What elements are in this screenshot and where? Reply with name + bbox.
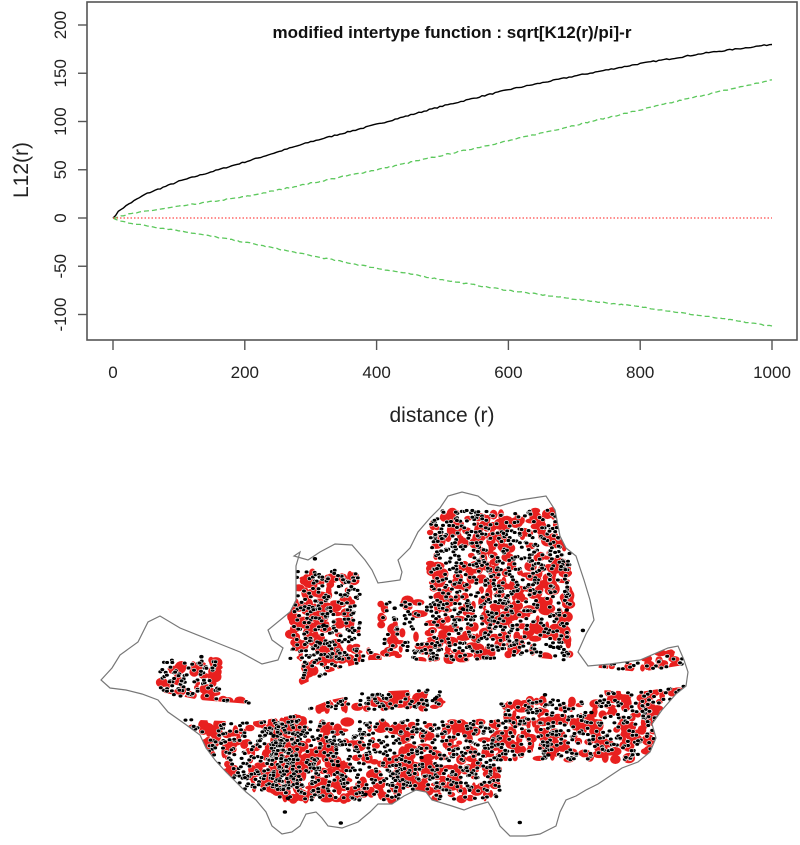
series-layer [112,43,773,327]
type2-patches [155,507,684,805]
plot-frame [86,1,798,341]
x-tick-label: 600 [494,363,522,382]
series-upper-envelope [112,79,773,219]
y-tick-label: 150 [51,59,70,87]
y-axis: -100 -50 0 50 100 150 200 [51,11,87,332]
y-axis-title: L12(r) [10,142,33,198]
map-content [150,507,688,825]
type1-points [157,508,687,825]
city-boundary-outline [100,491,689,837]
y-tick-label: 100 [51,107,70,135]
y-tick-label: 200 [51,11,70,39]
y-tick-label: 50 [51,160,70,179]
chart-title: modified intertype function : sqrt[K12(r… [273,23,632,42]
x-tick-label: 1000 [753,363,791,382]
series-lower-envelope [112,217,773,327]
x-tick-label: 0 [108,363,117,382]
x-tick-label: 800 [626,363,654,382]
y-tick-label: -50 [51,254,70,279]
series-observed [112,43,773,219]
x-axis-title: distance (r) [389,404,494,427]
x-tick-label: 200 [231,363,259,382]
y-tick-label: -100 [51,297,70,331]
x-axis: 0 200 400 600 800 1000 [108,340,791,382]
x-tick-label: 400 [362,363,390,382]
l12-function-chart: modified intertype function : sqrt[K12(r… [10,1,798,427]
y-tick-label: 0 [51,213,70,222]
